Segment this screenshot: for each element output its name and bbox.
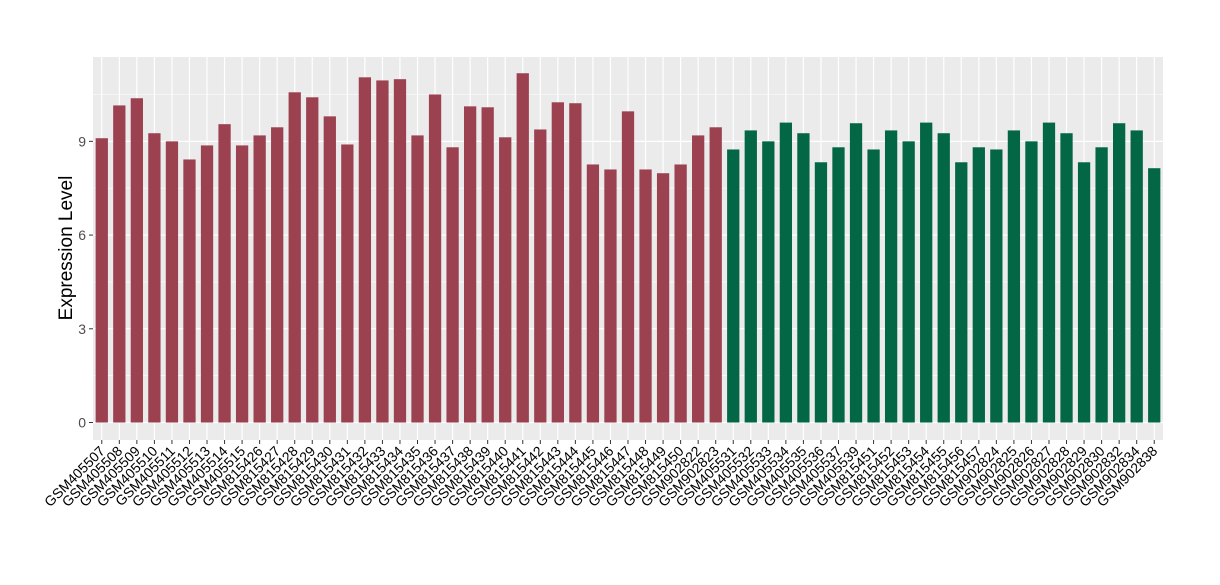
bar [744, 130, 757, 423]
y-tick-label: 0 [78, 415, 86, 431]
bar [1007, 130, 1021, 423]
bar [779, 122, 793, 423]
bar [832, 147, 845, 423]
bar [937, 133, 950, 423]
bar [990, 149, 1003, 423]
bar [165, 141, 179, 423]
bar [621, 111, 635, 423]
bar [867, 149, 880, 423]
bar [271, 127, 284, 423]
bar [358, 77, 372, 423]
bar [955, 162, 968, 423]
bar [1113, 123, 1126, 423]
bar [113, 105, 126, 423]
bar [727, 149, 740, 423]
bar [183, 159, 196, 423]
y-tick-label: 3 [78, 321, 86, 337]
bar [569, 103, 582, 423]
bar [534, 129, 547, 423]
bar [1060, 133, 1073, 423]
bar [849, 123, 863, 423]
bar [551, 102, 564, 423]
bar [253, 135, 266, 423]
bar [902, 141, 915, 423]
bar [411, 135, 424, 423]
bar [884, 130, 898, 423]
bar [463, 106, 477, 423]
bar [762, 141, 775, 423]
y-axis-label: Expression Level [56, 176, 77, 321]
bar [674, 164, 687, 423]
bar [446, 147, 459, 423]
bar [814, 162, 828, 423]
bar [218, 124, 231, 423]
bar [235, 145, 249, 423]
bar [130, 98, 143, 423]
bar [481, 107, 494, 423]
bar [1095, 147, 1108, 423]
bar [972, 147, 985, 423]
y-tick-label: 6 [78, 227, 86, 243]
bar [709, 127, 722, 423]
bar [200, 145, 214, 423]
bar [656, 173, 670, 423]
bar [95, 138, 108, 423]
bar [428, 94, 442, 423]
bar [1130, 130, 1143, 423]
bar [1148, 168, 1161, 423]
bar [692, 135, 705, 423]
bar [920, 122, 933, 423]
bar [376, 80, 389, 423]
bar [1042, 122, 1056, 423]
bar [639, 169, 652, 423]
bar [604, 169, 617, 423]
bar [797, 133, 810, 423]
bar [1025, 141, 1038, 423]
bar [516, 73, 529, 423]
bar [323, 116, 336, 423]
bar [586, 164, 600, 423]
bar [393, 79, 407, 423]
bar [148, 133, 161, 423]
bar [288, 92, 301, 423]
bar [499, 137, 512, 423]
bar [341, 144, 354, 423]
y-tick-label: 9 [78, 133, 86, 149]
bar [1077, 162, 1091, 423]
bar [306, 97, 319, 423]
